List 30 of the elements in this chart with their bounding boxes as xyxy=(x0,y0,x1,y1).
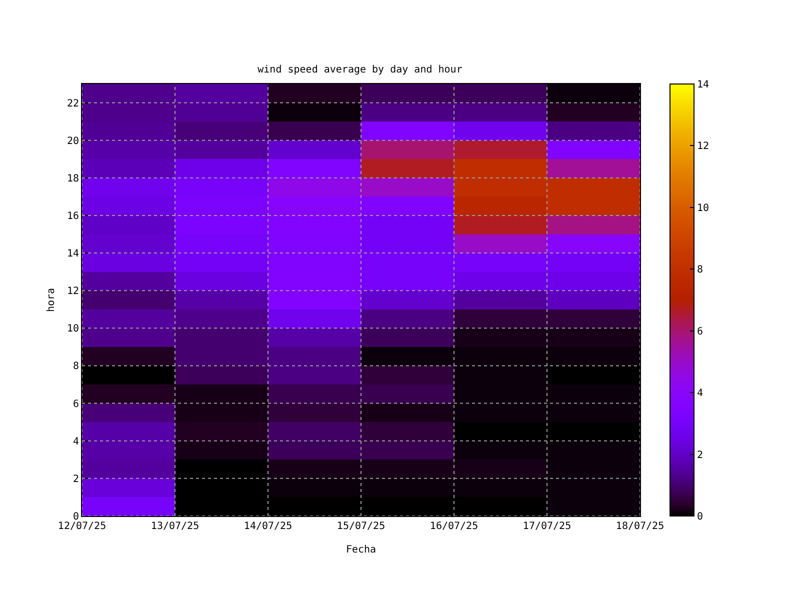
y-tick-label: 22 xyxy=(66,98,79,110)
x-tick-label: 18/07/25 xyxy=(616,521,664,532)
x-tick-label: 13/07/25 xyxy=(150,521,200,532)
color-bar-label: 8 xyxy=(697,264,704,276)
color-bar-label: 12 xyxy=(697,141,710,152)
color-bar-label: 6 xyxy=(697,326,704,338)
x-tick-label: 17/07/25 xyxy=(522,521,572,532)
y-tick-label: 8 xyxy=(72,361,79,372)
x-axis-title: Fecha xyxy=(346,544,376,556)
y-tick-label: 10 xyxy=(66,324,79,335)
y-tick-label: 18 xyxy=(66,173,79,184)
y-tick-label: 12 xyxy=(66,286,79,298)
x-tick-label: 14/07/25 xyxy=(244,521,292,532)
x-tick-label: 15/07/25 xyxy=(336,521,386,532)
y-tick-label: 14 xyxy=(66,248,79,260)
y-tick-label: 6 xyxy=(72,398,79,410)
color-bar-label: 10 xyxy=(697,202,710,214)
y-axis-title: hora xyxy=(46,288,57,312)
y-tick-label: 20 xyxy=(66,136,79,147)
y-tick-label: 0 xyxy=(72,512,79,522)
color-bar-label: 4 xyxy=(697,388,704,400)
y-tick-label: 2 xyxy=(72,474,79,485)
color-bar-label: 2 xyxy=(697,450,704,461)
x-tick-label: 12/07/25 xyxy=(58,521,106,532)
color-bar-label: 0 xyxy=(697,512,704,522)
y-tick-label: 16 xyxy=(66,210,79,222)
color-bar-label: 14 xyxy=(697,80,710,90)
x-tick-label: 16/07/25 xyxy=(430,521,478,532)
chart-title: wind speed average by day and hour xyxy=(258,64,462,76)
y-tick-label: 4 xyxy=(72,436,79,448)
